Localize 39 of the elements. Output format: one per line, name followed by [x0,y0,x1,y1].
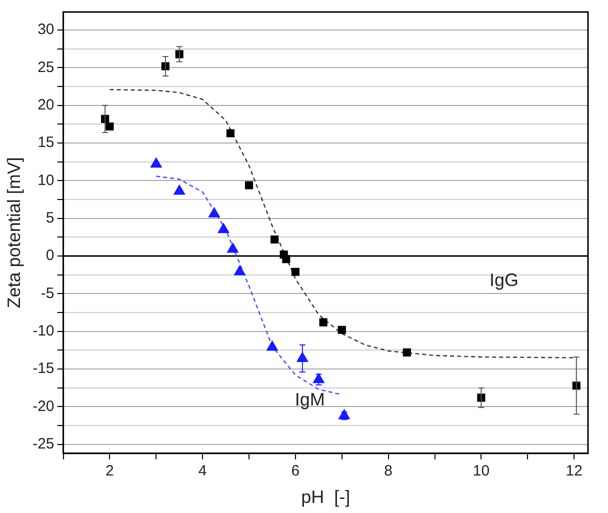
y-tick-label: 10 [38,172,54,189]
point [244,181,254,190]
point [338,326,346,334]
point [218,223,230,234]
point [402,348,411,356]
point [291,268,300,276]
y-tick-label: -20 [32,398,54,415]
x-tick-label: 6 [291,462,300,480]
point [282,255,290,264]
annotation: IgG [490,270,519,290]
point [208,207,220,218]
annotation: IgM [294,389,325,410]
x-tick-label: 2 [106,462,114,480]
point [106,122,114,131]
y-tick-label: 5 [46,210,54,227]
y-tick-label: -5 [40,284,54,302]
y-tick-label: 15 [38,134,54,152]
x-tick-label: 12 [566,462,582,480]
point [226,129,234,138]
point [174,184,186,195]
x-tick-label: 10 [472,462,490,480]
point [234,265,246,276]
y-tick-label: -10 [32,322,54,340]
y-tick-label: 20 [38,96,54,114]
y-tick-label: -25 [32,436,54,452]
x-axis-title: pH [-] [301,487,350,508]
point [270,235,279,244]
y-tick-label: -15 [32,360,54,378]
point [227,242,238,253]
x-tick-label: 4 [198,462,207,480]
point [150,158,162,168]
point [266,340,278,351]
y-tick-label: 30 [38,21,54,38]
point [319,318,328,326]
y-axis-title: Zeta potential [mV] [4,157,24,308]
y-tick-label: 0 [46,247,54,264]
line-series [109,88,575,358]
y-tick-label: 25 [38,58,54,76]
x-tick-label: 8 [384,462,392,480]
